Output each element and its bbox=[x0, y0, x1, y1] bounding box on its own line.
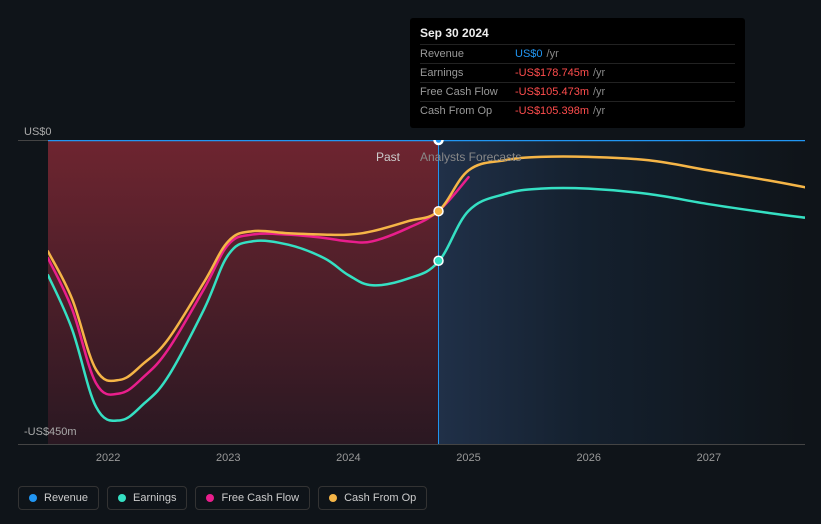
legend-dot-icon bbox=[206, 494, 214, 502]
legend-item-cfo[interactable]: Cash From Op bbox=[318, 486, 427, 510]
tooltip-row-value: -US$105.473m bbox=[515, 84, 589, 101]
tooltip-row-label: Cash From Op bbox=[420, 103, 515, 120]
chart-legend: Revenue Earnings Free Cash Flow Cash From O… bbox=[18, 486, 427, 510]
tooltip-row-unit: /yr bbox=[593, 65, 605, 82]
tooltip-row-label: Revenue bbox=[420, 46, 515, 63]
tooltip-row-label: Earnings bbox=[420, 65, 515, 82]
financials-chart: US$0 Past Analysts Forecasts -US$450m 20… bbox=[0, 0, 821, 524]
tooltip-row: Cash From Op -US$105.398m /yr bbox=[420, 101, 735, 120]
legend-label: Earnings bbox=[133, 492, 176, 504]
x-tick: 2026 bbox=[576, 452, 600, 464]
legend-item-earnings[interactable]: Earnings bbox=[107, 486, 187, 510]
tooltip-row-value: US$0 bbox=[515, 46, 543, 63]
legend-label: Free Cash Flow bbox=[221, 492, 299, 504]
chart-plot-area[interactable] bbox=[48, 140, 805, 444]
legend-dot-icon bbox=[329, 494, 337, 502]
tooltip-row-unit: /yr bbox=[547, 46, 559, 63]
tooltip-date: Sep 30 2024 bbox=[420, 26, 735, 40]
legend-dot-icon bbox=[29, 494, 37, 502]
series-marker-revenue-top bbox=[435, 140, 442, 144]
series-marker-cfo bbox=[434, 207, 443, 216]
x-tick: 2027 bbox=[697, 452, 721, 464]
tooltip-row: Earnings -US$178.745m /yr bbox=[420, 63, 735, 82]
chart-tooltip: Sep 30 2024 Revenue US$0 /yr Earnings -U… bbox=[410, 18, 745, 128]
legend-dot-icon bbox=[118, 494, 126, 502]
legend-label: Cash From Op bbox=[344, 492, 416, 504]
x-tick: 2025 bbox=[456, 452, 480, 464]
tooltip-row-label: Free Cash Flow bbox=[420, 84, 515, 101]
x-tick: 2024 bbox=[336, 452, 360, 464]
legend-label: Revenue bbox=[44, 492, 88, 504]
tooltip-row: Revenue US$0 /yr bbox=[420, 44, 735, 63]
x-axis: 2022 2023 2024 2025 2026 2027 bbox=[48, 444, 805, 468]
x-tick: 2022 bbox=[96, 452, 120, 464]
y-axis-label-bottom: -US$450m bbox=[24, 426, 77, 438]
y-axis-label-top: US$0 bbox=[24, 126, 52, 138]
tooltip-row: Free Cash Flow -US$105.473m /yr bbox=[420, 82, 735, 101]
tooltip-row-unit: /yr bbox=[593, 103, 605, 120]
series-marker-earnings bbox=[434, 256, 443, 265]
legend-item-revenue[interactable]: Revenue bbox=[18, 486, 99, 510]
x-tick: 2023 bbox=[216, 452, 240, 464]
section-label-future: Analysts Forecasts bbox=[420, 150, 521, 164]
tooltip-row-value: -US$178.745m bbox=[515, 65, 589, 82]
tooltip-row-value: -US$105.398m bbox=[515, 103, 589, 120]
tooltip-row-unit: /yr bbox=[593, 84, 605, 101]
section-label-past: Past bbox=[340, 150, 400, 164]
legend-item-fcf[interactable]: Free Cash Flow bbox=[195, 486, 310, 510]
